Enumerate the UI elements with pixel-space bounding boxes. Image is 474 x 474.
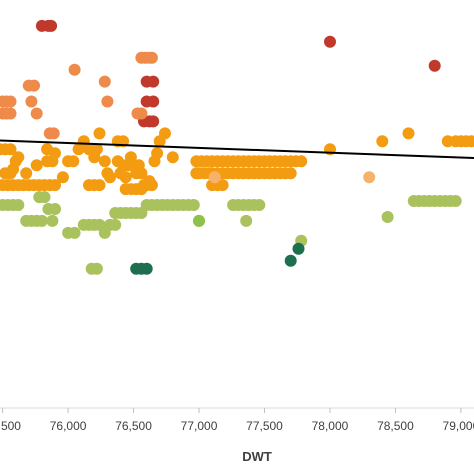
data-point xyxy=(449,195,462,207)
data-point xyxy=(12,151,25,164)
data-point xyxy=(109,218,122,231)
x-tick-label: 75,500 xyxy=(0,419,21,433)
data-point xyxy=(140,262,153,275)
data-point xyxy=(119,171,132,184)
data-point xyxy=(98,75,111,88)
data-point xyxy=(4,143,17,156)
data-point xyxy=(151,147,164,160)
data-point xyxy=(38,191,51,204)
data-point xyxy=(46,214,59,227)
data-point xyxy=(47,127,60,140)
data-point xyxy=(90,143,103,156)
data-point xyxy=(45,19,58,32)
x-tick-label: 78,000 xyxy=(312,419,349,433)
data-point xyxy=(4,107,17,120)
x-axis-title: DWT xyxy=(242,449,272,464)
data-point xyxy=(253,199,266,211)
data-point xyxy=(93,179,106,192)
data-point xyxy=(190,155,203,168)
data-point xyxy=(240,214,253,227)
x-tick-label: 76,000 xyxy=(50,419,87,433)
data-point xyxy=(465,135,474,148)
data-point xyxy=(68,63,81,76)
data-point xyxy=(93,127,106,140)
data-point xyxy=(98,155,111,168)
data-point xyxy=(135,107,148,120)
data-point xyxy=(166,151,179,164)
data-point xyxy=(41,143,54,156)
x-tick-label: 79,000 xyxy=(443,419,474,433)
data-point xyxy=(428,59,441,72)
data-point xyxy=(49,203,61,215)
data-point xyxy=(295,155,308,168)
data-point xyxy=(56,171,69,184)
data-point xyxy=(292,242,305,255)
data-point xyxy=(145,179,158,192)
x-axis-ticks: 75,500 76,000 76,500 77,000 77,500 78,000 78,5… xyxy=(0,408,474,433)
data-point xyxy=(145,51,158,64)
points-layer xyxy=(0,19,474,275)
data-point xyxy=(30,107,43,120)
data-point xyxy=(49,179,61,192)
x-tick-label: 77,000 xyxy=(181,419,218,433)
data-point xyxy=(67,155,80,168)
data-point xyxy=(284,254,297,267)
data-point xyxy=(147,95,160,108)
data-point xyxy=(284,167,297,180)
data-point xyxy=(20,167,33,180)
data-point xyxy=(135,183,148,196)
data-point xyxy=(376,135,389,148)
data-point xyxy=(159,127,171,140)
data-point xyxy=(4,167,17,180)
data-point xyxy=(187,199,200,211)
data-point xyxy=(25,95,38,108)
data-point xyxy=(101,95,114,108)
x-tick-label: 76,500 xyxy=(115,419,152,433)
data-point xyxy=(381,211,394,223)
data-point xyxy=(68,226,81,239)
data-point xyxy=(90,262,103,275)
data-point xyxy=(402,127,415,140)
data-point xyxy=(324,35,336,48)
data-point xyxy=(104,171,116,184)
data-point xyxy=(147,75,160,88)
data-point xyxy=(30,159,43,172)
data-point xyxy=(4,95,17,108)
x-tick-label: 78,500 xyxy=(377,419,414,433)
x-tick-label: 77,500 xyxy=(246,419,283,433)
data-point xyxy=(35,214,48,227)
data-point xyxy=(363,171,376,184)
data-point xyxy=(135,167,148,180)
data-point xyxy=(193,214,205,227)
trendline xyxy=(0,139,474,160)
data-point xyxy=(28,79,40,92)
data-point xyxy=(208,171,221,184)
data-point xyxy=(12,199,25,211)
data-point xyxy=(147,115,160,128)
